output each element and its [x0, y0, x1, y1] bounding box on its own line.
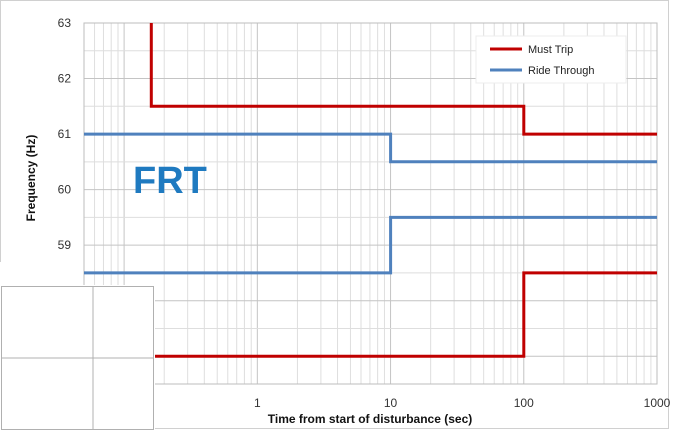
x-tick-label: 1 [254, 396, 261, 410]
y-tick-label: 59 [58, 238, 72, 252]
series-line-ride-through [84, 215, 657, 275]
frt-annotation: FRT [133, 160, 207, 202]
y-tick-label: 60 [58, 183, 72, 197]
legend: Must Trip Ride Through [475, 35, 627, 84]
overlay-panel [0, 262, 155, 432]
legend-label-ride-through: Ride Through [528, 65, 594, 77]
x-tick-label: 1000 [644, 396, 671, 410]
x-tick-label: 10 [384, 396, 398, 410]
y-tick-label: 63 [58, 16, 72, 30]
legend-label-must-trip: Must Trip [528, 44, 573, 56]
y-axis-title: Frequency (Hz) [24, 135, 38, 222]
x-tick-label: 100 [514, 396, 534, 410]
series-line-must-trip [149, 23, 657, 136]
plot-area-border [83, 22, 658, 385]
legend-box [475, 35, 627, 84]
y-tick-label: 62 [58, 72, 72, 86]
x-axis-title: Time from start of disturbance (sec) [268, 412, 473, 426]
series-line-ride-through [84, 132, 657, 164]
y-tick-label: 61 [58, 127, 72, 141]
